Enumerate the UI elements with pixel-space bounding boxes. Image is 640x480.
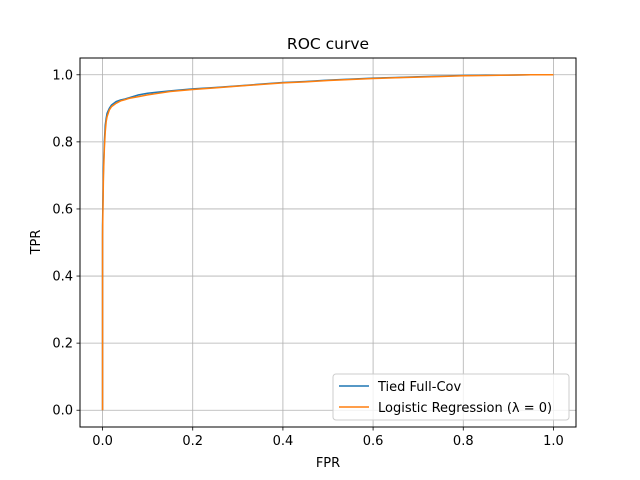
series-line-1 xyxy=(101,74,554,411)
x-tick-label: 0.6 xyxy=(363,434,384,449)
y-tick-label: 0.0 xyxy=(52,404,73,419)
series-lines xyxy=(101,74,554,411)
y-tick-label: 0.2 xyxy=(52,337,73,352)
x-tick-label: 0.4 xyxy=(273,434,294,449)
legend-label-logistic-regression: Logistic Regression (λ = 0) xyxy=(378,401,552,416)
y-tick-label: 1.0 xyxy=(52,68,73,83)
chart-title: ROC curve xyxy=(287,35,369,53)
legend: Tied Full-Cov Logistic Regression (λ = 0… xyxy=(332,373,570,421)
x-axis-ticks: 0.0 0.2 0.4 0.6 0.8 1.0 xyxy=(92,427,564,449)
y-tick-label: 0.6 xyxy=(52,202,73,217)
x-tick-label: 0.0 xyxy=(92,434,113,449)
legend-box xyxy=(332,373,570,421)
x-tick-label: 0.8 xyxy=(453,434,474,449)
y-tick-label: 0.8 xyxy=(52,135,73,150)
x-tick-label: 1.0 xyxy=(543,434,564,449)
legend-label-tied-full-cov: Tied Full-Cov xyxy=(377,380,461,395)
y-tick-label: 0.4 xyxy=(52,270,73,285)
plot-frame xyxy=(79,57,577,428)
y-axis-ticks: 0.0 0.2 0.4 0.6 0.8 1.0 xyxy=(52,68,80,419)
x-tick-label: 0.2 xyxy=(182,434,203,449)
grid xyxy=(80,58,576,427)
y-axis-label: TPR xyxy=(29,230,44,256)
x-axis-label: FPR xyxy=(316,456,340,471)
